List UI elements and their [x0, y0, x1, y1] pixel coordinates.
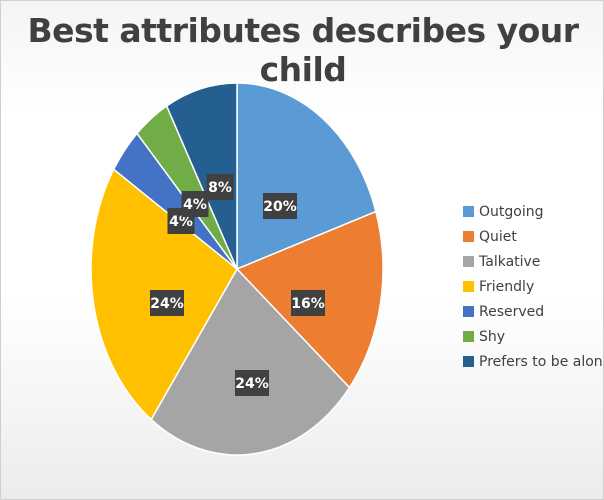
pie-slice-outgoing	[236, 82, 377, 271]
legend-item-talkative: Talkative	[463, 249, 603, 274]
pie-slice-prefers-to-be-alone	[165, 82, 238, 270]
legend-label: Friendly	[479, 278, 535, 295]
legend-swatch	[463, 306, 474, 317]
svg-text:24%: 24%	[150, 296, 184, 312]
legend-item-prefers-to-be-alone: Prefers to be alone	[463, 349, 604, 374]
legend-label: Talkative	[479, 253, 541, 270]
legend-label: Shy	[479, 328, 506, 345]
legend-swatch	[463, 281, 474, 292]
chart-title: Best attributes describes your child	[27, 11, 579, 89]
legend: Outgoing Quiet Talkative Friendly Reserved Sh…	[463, 199, 604, 374]
data-label-reserved: 4%	[167, 208, 195, 234]
legend-label: Reserved	[479, 303, 545, 320]
legend-label: Prefers to be alone	[479, 353, 604, 370]
svg-text:24%: 24%	[235, 376, 269, 392]
data-label-shy: 4%	[181, 191, 209, 217]
legend-swatch	[463, 206, 474, 217]
legend-item-shy: Shy	[463, 324, 603, 349]
svg-text:4%: 4%	[169, 214, 193, 230]
legend-swatch	[463, 356, 474, 367]
svg-text:16%: 16%	[291, 296, 325, 312]
data-label-quiet: 16%	[291, 290, 325, 316]
legend-item-outgoing: Outgoing	[463, 199, 603, 224]
legend-item-friendly: Friendly	[463, 274, 603, 299]
svg-text:4%: 4%	[183, 197, 207, 213]
svg-text:8%: 8%	[208, 180, 232, 196]
pie-slice-talkative	[150, 267, 351, 456]
data-label-friendly: 24%	[150, 290, 184, 316]
legend-item-reserved: Reserved	[463, 299, 603, 324]
legend-item-quiet: Quiet	[463, 224, 603, 249]
legend-swatch	[463, 331, 474, 342]
svg-text:20%: 20%	[263, 199, 297, 215]
legend-swatch	[463, 231, 474, 242]
data-label-outgoing: 20%	[263, 193, 297, 219]
data-label-talkative: 24%	[235, 370, 269, 396]
legend-label: Outgoing	[479, 203, 544, 220]
legend-label: Quiet	[479, 228, 517, 245]
legend-swatch	[463, 256, 474, 267]
data-label-prefers-to-be-alone: 8%	[206, 174, 234, 200]
